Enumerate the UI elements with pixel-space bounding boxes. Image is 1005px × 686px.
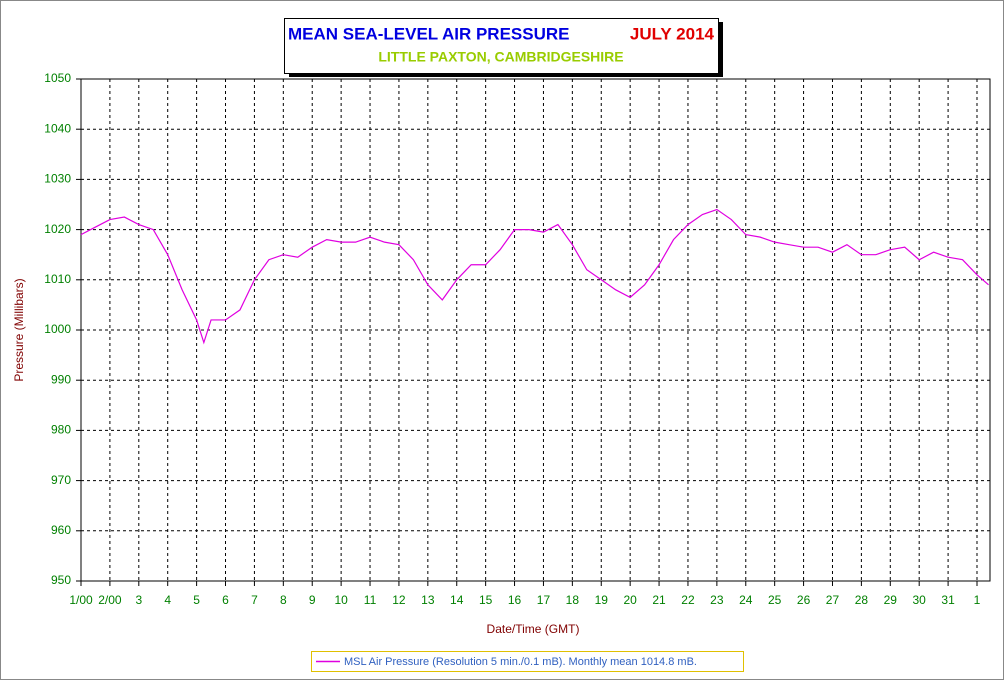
x-tick-label: 23	[710, 593, 724, 607]
y-tick-label: 1040	[44, 121, 71, 135]
y-tick-label: 980	[51, 423, 71, 437]
x-tick-label: 1	[974, 593, 981, 607]
x-tick-label: 5	[193, 593, 200, 607]
x-tick-label: 17	[537, 593, 551, 607]
legend-entry: MSL Air Pressure (Resolution 5 min./0.1 …	[344, 656, 697, 668]
title-box	[284, 18, 719, 74]
x-tick-label: 29	[884, 593, 898, 607]
x-tick-label: 11	[364, 593, 377, 607]
x-axis-label: Date/Time (GMT)	[487, 622, 580, 636]
y-axis-label: Pressure (Millibars)	[12, 278, 26, 381]
x-tick-label: 30	[913, 593, 927, 607]
title-date: JULY 2014	[630, 24, 715, 43]
x-tick-label: 24	[739, 593, 753, 607]
x-tick-label: 3	[135, 593, 142, 607]
x-tick-label: 10	[334, 593, 348, 607]
chart-title: MEAN SEA-LEVEL AIR PRESSURE	[288, 24, 570, 43]
y-tick-label: 960	[51, 523, 71, 537]
plot-border	[80, 78, 991, 582]
y-tick-label: 970	[51, 473, 71, 487]
x-tick-label: 8	[280, 593, 287, 607]
y-tick-label: 1010	[44, 272, 71, 286]
x-tick-label: 7	[251, 593, 258, 607]
y-tick-label: 990	[51, 372, 71, 386]
x-tick-label: 31	[941, 593, 955, 607]
x-tick-label: 4	[164, 593, 171, 607]
x-tick-label: 2/00	[98, 593, 122, 607]
x-tick-label: 18	[566, 593, 580, 607]
x-tick-label: 27	[826, 593, 840, 607]
plot-area	[81, 79, 990, 581]
x-tick-label: 25	[768, 593, 782, 607]
y-tick-label: 950	[51, 573, 71, 587]
x-tick-label: 6	[222, 593, 229, 607]
x-tick-label: 9	[309, 593, 316, 607]
y-tick-label: 1000	[44, 322, 71, 336]
x-tick-label: 22	[681, 593, 695, 607]
x-tick-label: 1/00	[69, 593, 93, 607]
x-tick-label: 15	[479, 593, 493, 607]
x-tick-label: 12	[392, 593, 406, 607]
legend-box	[311, 651, 744, 672]
x-tick-label: 16	[508, 593, 522, 607]
x-tick-label: 13	[421, 593, 435, 607]
x-tick-label: 20	[623, 593, 637, 607]
y-tick-label: 1020	[44, 222, 71, 236]
chart-subtitle: LITTLE PAXTON, CAMBRIDGESHIRE	[378, 49, 623, 65]
x-tick-label: 21	[652, 593, 666, 607]
y-tick-label: 1030	[44, 172, 71, 186]
x-tick-label: 28	[855, 593, 869, 607]
x-tick-label: 14	[450, 593, 464, 607]
y-tick-label: 1050	[44, 71, 71, 85]
data-line	[80, 208, 989, 345]
x-tick-label: 26	[797, 593, 811, 607]
x-tick-label: 19	[595, 593, 609, 607]
